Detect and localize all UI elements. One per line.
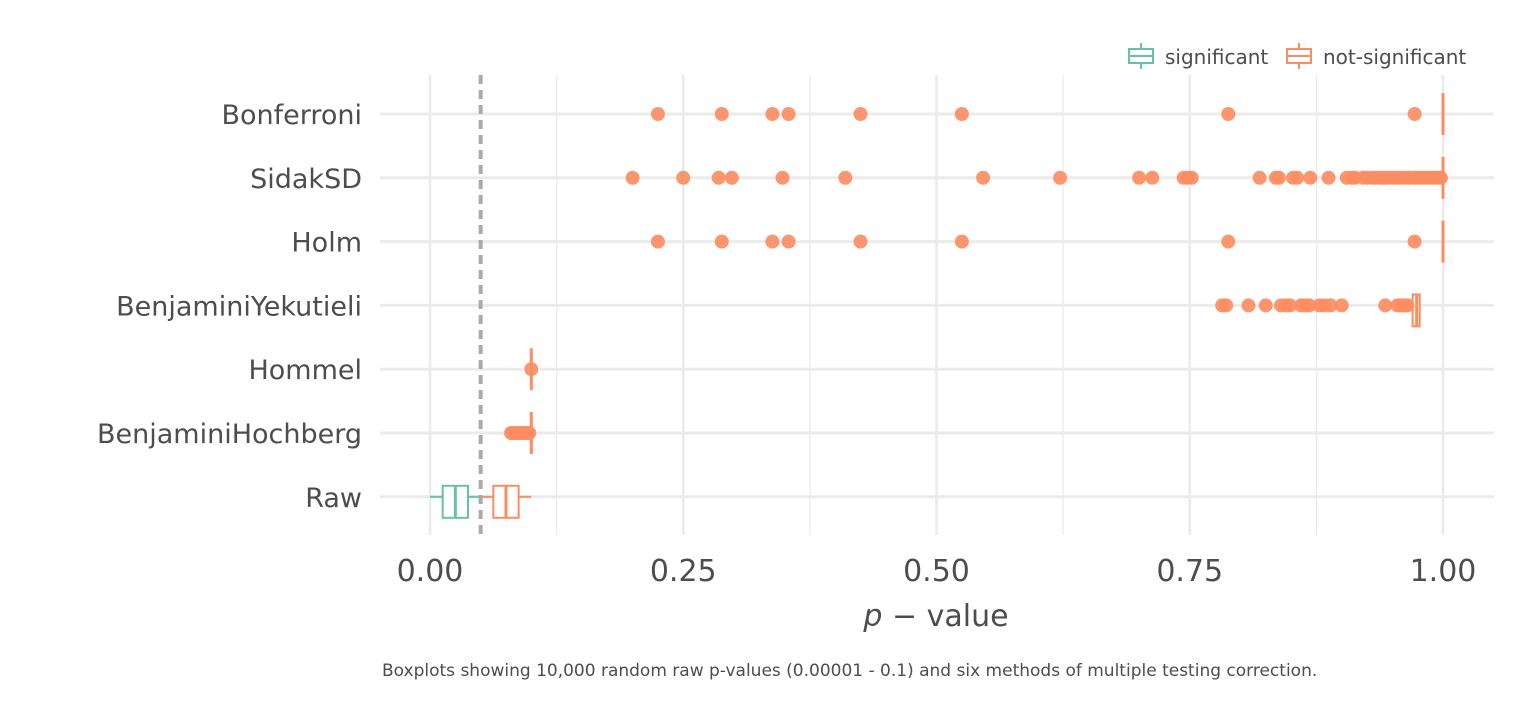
- outlier-point-holm: [765, 234, 780, 249]
- outlier-point-benjaminiyekutieli: [1219, 298, 1234, 313]
- outlier-point-sidaksd: [1252, 170, 1267, 185]
- box-benjaminiyekutieli-not-significant: [1411, 293, 1421, 328]
- outlier-point-sidaksd: [1433, 170, 1448, 185]
- outlier-point-sidaksd: [838, 170, 853, 185]
- outlier-point-holm: [853, 234, 868, 249]
- outlier-point-sidaksd: [1271, 170, 1286, 185]
- outlier-point-holm: [714, 234, 729, 249]
- outlier-point-benjaminiyekutieli: [1323, 298, 1338, 313]
- x-axis-title-italic: p: [862, 599, 882, 634]
- outlier-point-hommel: [524, 362, 539, 377]
- outlier-point-benjaminiyekutieli: [1241, 298, 1256, 313]
- outlier-point-sidaksd: [1303, 170, 1318, 185]
- outlier-point-holm: [1221, 234, 1236, 249]
- outlier-point-holm: [650, 234, 665, 249]
- outlier-point-bonferroni: [1221, 107, 1236, 121]
- y-tick-label-benjaminihochberg: BenjaminiHochberg: [97, 419, 362, 450]
- outlier-point-sidaksd: [775, 170, 790, 185]
- outlier-point-benjaminiyekutieli: [1334, 298, 1349, 313]
- outlier-point-bonferroni: [1407, 107, 1422, 121]
- legend-label-significant: significant: [1165, 45, 1268, 69]
- outlier-point-sidaksd: [711, 170, 726, 185]
- box-layer: [430, 93, 1445, 519]
- outlier-point-sidaksd: [1132, 170, 1147, 185]
- y-tick-label-sidaksd: SidakSD: [250, 164, 362, 195]
- legend-label-not-significant: not-significant: [1323, 45, 1466, 69]
- outlier-point-benjaminiyekutieli: [1302, 298, 1317, 313]
- outlier-point-bonferroni: [650, 107, 665, 121]
- outlier-point-benjaminiyekutieli: [1378, 298, 1393, 313]
- x-axis-title-rest: − value: [882, 599, 1008, 634]
- x-tick-label-0-75: 0.75: [1156, 554, 1223, 589]
- outlier-point-benjaminihochberg: [522, 426, 537, 440]
- chart-caption: Boxplots showing 10,000 random raw p-val…: [382, 661, 1317, 681]
- outlier-point-bonferroni: [954, 107, 969, 121]
- outlier-point-sidaksd: [1145, 170, 1160, 185]
- x-tick-labels: 0.00 0.25 0.50 0.75 1.00: [397, 554, 1477, 589]
- legend-key-significant: [1128, 43, 1154, 69]
- outlier-point-benjaminiyekutieli: [1283, 298, 1298, 313]
- outlier-point-sidaksd: [1184, 170, 1199, 185]
- outlier-layer: [504, 107, 1448, 440]
- outlier-point-bonferroni: [853, 107, 868, 121]
- outlier-point-sidaksd: [625, 170, 640, 185]
- outlier-point-sidaksd: [676, 170, 691, 185]
- outlier-point-bonferroni: [765, 107, 780, 121]
- outlier-point-benjaminiyekutieli: [1400, 298, 1415, 313]
- box-raw-significant: [430, 484, 481, 519]
- box-raw-not-significant: [480, 484, 532, 519]
- y-tick-label-hommel: Hommel: [248, 355, 362, 386]
- outlier-point-benjaminiyekutieli: [1258, 298, 1273, 313]
- y-tick-label-raw: Raw: [305, 483, 362, 514]
- y-tick-label-holm: Holm: [291, 228, 362, 259]
- y-tick-label-benjaminiyekutieli: BenjaminiYekutieli: [116, 291, 362, 322]
- legend-key-not-significant: [1286, 43, 1312, 69]
- outlier-point-sidaksd: [1321, 170, 1336, 185]
- x-tick-label-0-00: 0.00: [397, 554, 464, 589]
- outlier-point-holm: [954, 234, 969, 249]
- y-tick-labels: Bonferroni SidakSD Holm BenjaminiYekutieli H…: [97, 100, 362, 514]
- outlier-point-sidaksd: [1290, 170, 1305, 185]
- outlier-point-bonferroni: [714, 107, 729, 121]
- outlier-point-bonferroni: [781, 107, 796, 121]
- outlier-point-holm: [1407, 234, 1422, 249]
- outlier-point-sidaksd: [724, 170, 739, 185]
- outlier-point-sidaksd: [1053, 170, 1068, 185]
- legend: significant not-significant: [1128, 43, 1466, 69]
- x-tick-label-0-50: 0.50: [903, 554, 970, 589]
- outlier-point-holm: [781, 234, 796, 249]
- x-tick-label-0-25: 0.25: [650, 554, 717, 589]
- y-tick-label-bonferroni: Bonferroni: [221, 100, 362, 131]
- x-axis-title: p − value: [862, 599, 1008, 634]
- x-tick-label-1-00: 1.00: [1410, 554, 1477, 589]
- outlier-point-sidaksd: [976, 170, 991, 185]
